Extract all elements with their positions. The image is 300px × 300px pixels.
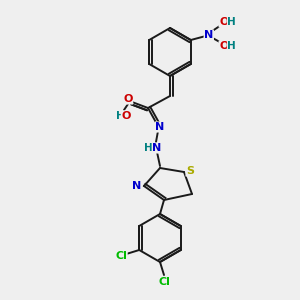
Text: N: N — [204, 30, 213, 40]
Text: O: O — [121, 111, 131, 121]
Text: S: S — [186, 166, 194, 176]
Text: H: H — [144, 143, 152, 153]
Text: N: N — [132, 181, 142, 191]
Text: O: O — [219, 41, 229, 51]
Text: N: N — [152, 143, 162, 153]
Text: Cl: Cl — [158, 277, 170, 287]
Text: H: H — [227, 17, 236, 27]
Text: O: O — [123, 94, 133, 104]
Text: N: N — [155, 122, 165, 132]
Text: H: H — [116, 111, 124, 121]
Text: H: H — [227, 41, 236, 51]
Text: Cl: Cl — [115, 251, 127, 261]
Text: O: O — [219, 17, 229, 27]
